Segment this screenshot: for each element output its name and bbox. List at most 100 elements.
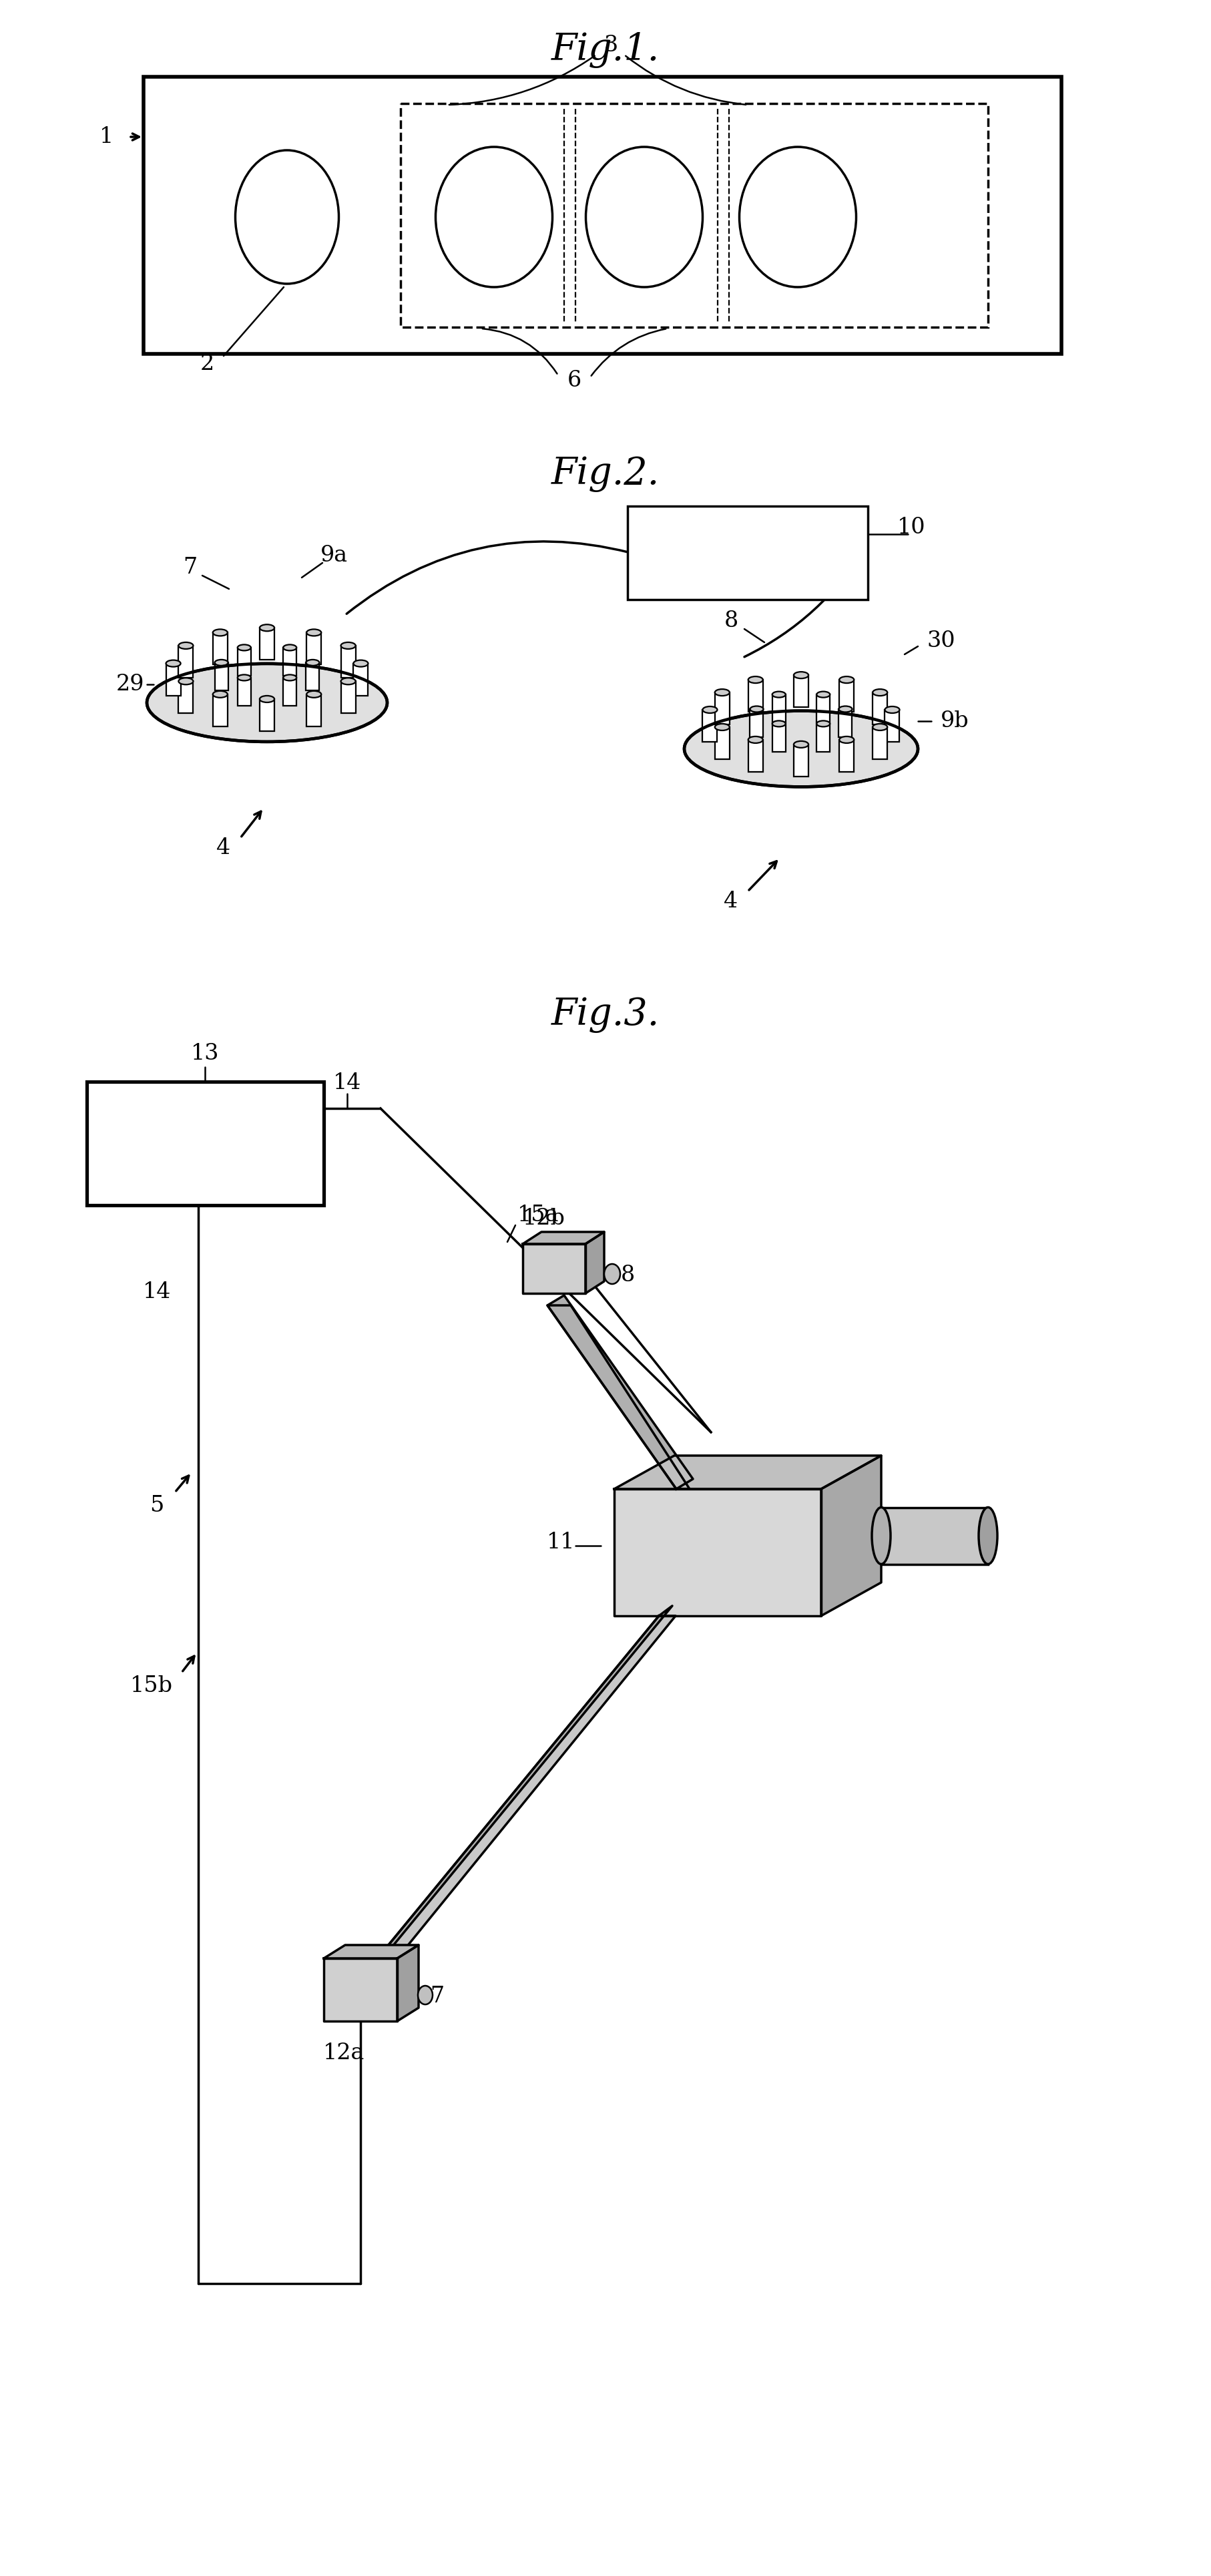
- Ellipse shape: [306, 690, 321, 698]
- Text: 29: 29: [116, 675, 144, 696]
- Ellipse shape: [237, 644, 251, 652]
- Ellipse shape: [714, 724, 729, 732]
- Polygon shape: [614, 1489, 821, 1615]
- Polygon shape: [357, 1615, 676, 1984]
- Text: 12b: 12b: [522, 1208, 566, 1229]
- Bar: [213, 634, 228, 665]
- Bar: [747, 739, 763, 773]
- Text: 4: 4: [217, 837, 230, 858]
- Text: 12a: 12a: [323, 2043, 365, 2063]
- Ellipse shape: [259, 696, 274, 703]
- Bar: [750, 708, 763, 737]
- Ellipse shape: [436, 147, 552, 286]
- Text: 15b: 15b: [130, 1674, 173, 1698]
- Polygon shape: [585, 1231, 604, 1293]
- Bar: [213, 696, 228, 726]
- Bar: [259, 698, 274, 732]
- Ellipse shape: [147, 665, 388, 742]
- Ellipse shape: [978, 1507, 997, 1564]
- Text: 7: 7: [430, 1986, 444, 2007]
- Text: 1: 1: [99, 126, 114, 147]
- Bar: [816, 724, 830, 752]
- Text: 5: 5: [150, 1494, 163, 1517]
- Ellipse shape: [747, 677, 763, 683]
- Polygon shape: [522, 1244, 585, 1293]
- Text: 8: 8: [723, 611, 737, 631]
- Bar: [714, 726, 729, 760]
- Bar: [793, 744, 808, 775]
- Text: 6: 6: [567, 371, 581, 392]
- Bar: [884, 711, 899, 742]
- Ellipse shape: [340, 641, 355, 649]
- Bar: [839, 739, 854, 773]
- Bar: [214, 662, 228, 690]
- Polygon shape: [547, 1306, 689, 1489]
- Ellipse shape: [178, 641, 193, 649]
- Bar: [166, 665, 180, 696]
- Ellipse shape: [283, 675, 297, 680]
- Bar: [259, 629, 274, 659]
- Text: SWITCHING: SWITCHING: [682, 528, 813, 546]
- Text: 10: 10: [896, 518, 925, 538]
- Bar: [283, 647, 297, 675]
- Ellipse shape: [747, 737, 763, 742]
- Bar: [283, 677, 297, 706]
- Bar: [143, 77, 1061, 353]
- Ellipse shape: [884, 706, 899, 714]
- Ellipse shape: [306, 629, 321, 636]
- Ellipse shape: [684, 711, 918, 786]
- Ellipse shape: [714, 690, 729, 696]
- Text: PROCESSOR: PROCESSOR: [136, 1133, 275, 1154]
- Text: 14: 14: [143, 1280, 171, 1303]
- Ellipse shape: [739, 147, 856, 286]
- Ellipse shape: [237, 675, 251, 680]
- Ellipse shape: [235, 149, 339, 283]
- Bar: [340, 647, 355, 677]
- Ellipse shape: [838, 706, 851, 711]
- Polygon shape: [323, 1958, 397, 2022]
- Ellipse shape: [213, 690, 228, 698]
- Text: 30: 30: [926, 631, 955, 652]
- Bar: [872, 693, 886, 724]
- Ellipse shape: [259, 623, 274, 631]
- Ellipse shape: [816, 690, 830, 698]
- Text: 9a: 9a: [320, 546, 348, 567]
- Ellipse shape: [214, 659, 228, 665]
- Bar: [793, 675, 808, 708]
- Ellipse shape: [306, 659, 320, 665]
- Bar: [178, 680, 193, 714]
- Text: Fig.3.: Fig.3.: [551, 997, 659, 1033]
- Bar: [627, 505, 867, 600]
- Text: 2: 2: [200, 353, 214, 374]
- Bar: [880, 1507, 987, 1564]
- Ellipse shape: [872, 1507, 890, 1564]
- Bar: [178, 647, 193, 677]
- Ellipse shape: [354, 659, 368, 667]
- Text: 8: 8: [620, 1265, 635, 1285]
- Text: 3: 3: [603, 33, 618, 57]
- Text: 15a: 15a: [517, 1206, 558, 1226]
- Bar: [237, 677, 251, 706]
- Bar: [702, 711, 717, 742]
- Ellipse shape: [793, 742, 808, 747]
- Polygon shape: [522, 1231, 604, 1244]
- Text: 13: 13: [191, 1043, 219, 1064]
- Ellipse shape: [178, 677, 193, 685]
- Ellipse shape: [166, 659, 180, 667]
- Ellipse shape: [771, 721, 785, 726]
- Text: Fig.2.: Fig.2.: [551, 456, 659, 492]
- Bar: [401, 103, 987, 327]
- Ellipse shape: [793, 672, 808, 677]
- Bar: [771, 724, 785, 752]
- Ellipse shape: [816, 721, 830, 726]
- Text: 9b: 9b: [940, 711, 969, 732]
- Ellipse shape: [283, 644, 297, 652]
- Ellipse shape: [213, 629, 228, 636]
- Bar: [771, 696, 785, 721]
- Bar: [306, 662, 320, 690]
- Polygon shape: [323, 1945, 418, 1958]
- Polygon shape: [357, 1605, 672, 1984]
- Text: Fig.1.: Fig.1.: [551, 31, 659, 70]
- Bar: [747, 680, 763, 711]
- Text: 4: 4: [723, 891, 737, 912]
